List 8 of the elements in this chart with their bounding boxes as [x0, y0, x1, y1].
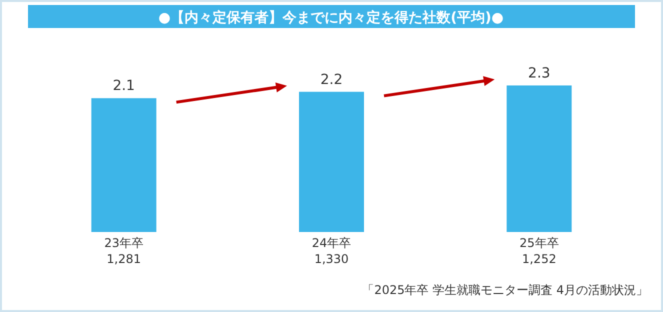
data-label: 2.2	[320, 72, 343, 88]
data-label: 2.3	[528, 65, 550, 82]
x-tick-label: 25年卒 1,252	[520, 236, 559, 266]
x-tick-label: 23年卒 1,281	[104, 236, 144, 266]
x-tick-label: 24年卒 1,330	[312, 236, 352, 266]
chart-title: ●【内々定保有者】今までに内々定を得た社数(平均)●	[158, 9, 504, 26]
data-label: 2.1	[112, 78, 135, 94]
text: 「2025年卒 学生就職モニター調査 4月の活動状況」	[362, 283, 648, 297]
